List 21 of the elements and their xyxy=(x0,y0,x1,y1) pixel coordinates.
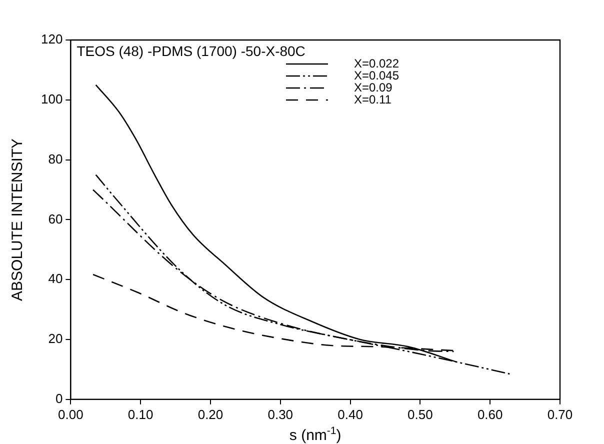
y-tick-label: 20 xyxy=(48,331,63,346)
x-tick-label: 0.70 xyxy=(547,406,573,422)
x-tick-label: 0.00 xyxy=(58,406,84,422)
x-tick-label: 0.40 xyxy=(338,406,363,422)
y-tick-label: 100 xyxy=(40,91,63,106)
y-tick-label: 40 xyxy=(48,271,63,286)
y-tick-label: 60 xyxy=(48,211,63,226)
legend-label: X=0.09 xyxy=(354,80,393,94)
y-axis-title: ABSOLUTE INTENSITY xyxy=(9,138,26,301)
x-tick-label: 0.30 xyxy=(268,406,294,422)
y-tick-label: 120 xyxy=(40,32,63,47)
y-tick-label: 80 xyxy=(48,151,63,166)
y-tick-label: 0 xyxy=(55,390,63,406)
x-tick-label: 0.10 xyxy=(128,406,154,422)
x-tick-label: 0.50 xyxy=(408,406,433,422)
x-tick-label: 0.20 xyxy=(198,406,224,422)
legend-label: X=0.045 xyxy=(354,68,400,82)
legend-label: X=0.022 xyxy=(354,56,400,70)
x-tick-label: 0.60 xyxy=(477,406,503,422)
legend-label: X=0.11 xyxy=(354,92,392,106)
chart-title: TEOS (48) -PDMS (1700) -50-X-80C xyxy=(76,43,306,59)
